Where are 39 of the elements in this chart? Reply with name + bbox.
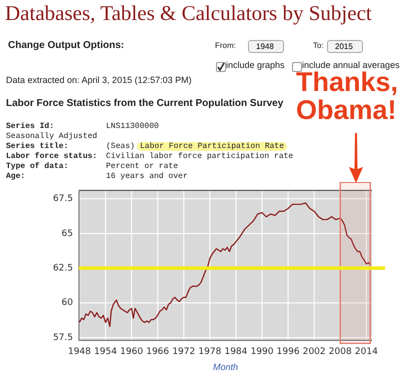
text: Series Id: xyxy=(6,122,54,131)
x-axis-title: Month xyxy=(212,362,238,372)
text: 1948 xyxy=(248,40,284,53)
text: 2015 xyxy=(327,40,363,53)
y-tick-label: 67.5 xyxy=(52,194,73,204)
x-tick-label: 1996 xyxy=(276,347,300,358)
y-tick-label: 62.5 xyxy=(52,264,73,274)
text: Civilian labor force participation rate xyxy=(106,152,294,161)
x-tick-label: 1984 xyxy=(224,347,248,358)
chart-title: Databases, Tables & Calculators by Subject xyxy=(5,1,372,26)
x-tick-label: 2008 xyxy=(328,347,352,358)
x-tick-label: 1966 xyxy=(146,347,170,358)
x-tick-label: 1960 xyxy=(120,347,144,358)
text: include graphs xyxy=(226,60,285,70)
text: Seasonally Adjusted xyxy=(6,132,98,141)
y-tick-label: 57.5 xyxy=(52,332,73,343)
text: Labor force status: xyxy=(6,152,98,161)
x-tick-label: 1972 xyxy=(172,347,196,358)
x-tick-label: 1978 xyxy=(198,347,222,358)
text: (Seas) xyxy=(106,142,135,151)
text: Age: xyxy=(6,172,26,181)
x-tick-label: 1948 xyxy=(68,347,92,358)
text: Data extracted on: April 3, 2015 (12:57:03 PM) xyxy=(6,75,192,85)
text: Type of data: xyxy=(6,162,68,171)
y-tick-label: 65 xyxy=(62,228,73,239)
text: Series title: xyxy=(6,142,68,151)
x-tick-label: 2014 xyxy=(354,347,378,358)
x-tick-label: 2002 xyxy=(302,347,326,358)
text: Percent or rate xyxy=(106,162,178,171)
text: Labor Force Participation Rate xyxy=(137,142,288,151)
text: LNS11300000 xyxy=(106,122,159,131)
text: To: xyxy=(313,41,324,50)
text: From: xyxy=(215,41,236,50)
x-tick-label: 1954 xyxy=(94,347,118,358)
x-tick-label: 1990 xyxy=(250,347,274,358)
text: Change Output Options: xyxy=(8,40,124,51)
text: Labor Force Statistics from the Current Population Survey xyxy=(6,98,284,109)
text: 16 years and over xyxy=(106,172,188,181)
y-tick-label: 60 xyxy=(62,298,74,308)
